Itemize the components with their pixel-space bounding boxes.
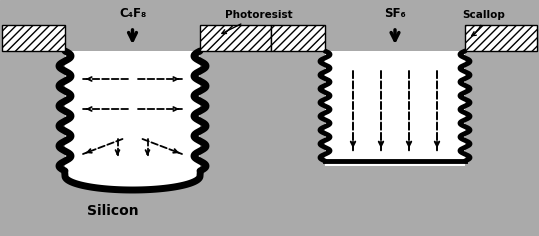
- Text: Silicon: Silicon: [87, 204, 139, 218]
- Ellipse shape: [65, 162, 200, 190]
- Text: C₄F₈: C₄F₈: [119, 7, 146, 20]
- Bar: [271, 25, 325, 51]
- Bar: [325, 156, 465, 166]
- Bar: [465, 25, 537, 51]
- Bar: [2, 25, 65, 51]
- Text: Scallop: Scallop: [462, 10, 506, 36]
- Text: Photoresist: Photoresist: [222, 10, 293, 34]
- Text: SF₆: SF₆: [384, 7, 406, 20]
- Bar: [200, 25, 271, 51]
- Bar: [65, 51, 200, 176]
- Bar: [325, 51, 465, 161]
